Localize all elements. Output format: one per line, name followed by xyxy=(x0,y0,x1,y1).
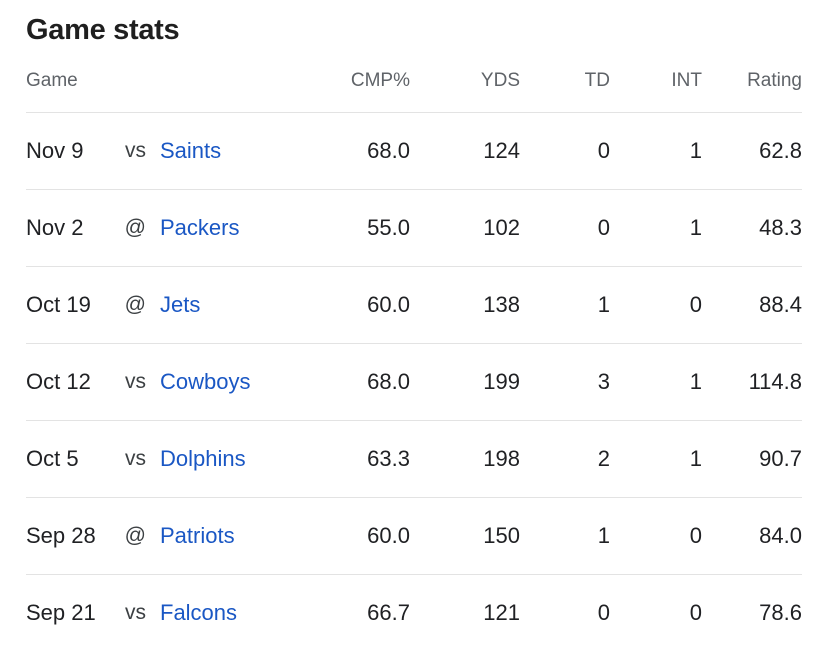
cell-td: 0 xyxy=(597,215,610,240)
table-row: Sep 28 @ Patriots 60.0 150 1 0 84.0 xyxy=(26,498,802,575)
game-date: Sep 28 xyxy=(26,523,96,548)
cell-yds: 138 xyxy=(483,292,520,317)
cell-yds: 102 xyxy=(483,215,520,240)
cell-rating: 48.3 xyxy=(759,215,802,240)
table-row: Oct 19 @ Jets 60.0 138 1 0 88.4 xyxy=(26,267,802,344)
cell-yds: 124 xyxy=(483,138,520,163)
cell-rating: 88.4 xyxy=(759,292,802,317)
page-title: Game stats xyxy=(26,14,180,46)
table-row: Oct 12 vs Cowboys 68.0 199 3 1 114.8 xyxy=(26,344,802,421)
cell-rating: 114.8 xyxy=(748,369,802,394)
game-stats-table: Game CMP% YDS TD INT Rating Nov 9 vs Sai… xyxy=(26,70,802,652)
cell-cmp: 60.0 xyxy=(367,523,410,548)
game-location: vs xyxy=(125,139,146,162)
column-header-td: TD xyxy=(584,70,610,91)
table-row: Sep 21 vs Falcons 66.7 121 0 0 78.6 xyxy=(26,575,802,652)
game-cell: Oct 19 @ Jets xyxy=(26,267,300,344)
game-cell: Oct 12 vs Cowboys xyxy=(26,344,300,421)
game-date: Sep 21 xyxy=(26,600,96,626)
cell-td: 1 xyxy=(597,292,610,317)
game-location: @ xyxy=(124,524,146,547)
cell-rating: 90.7 xyxy=(759,446,802,471)
table-row: Oct 5 vs Dolphins 63.3 198 2 1 90.7 xyxy=(26,421,802,498)
opponent-link[interactable]: Packers xyxy=(160,215,240,240)
table-body: Nov 9 vs Saints 68.0 124 0 1 62.8 Nov 2 … xyxy=(26,113,802,652)
column-header-game: Game xyxy=(26,70,78,91)
column-header-rating: Rating xyxy=(747,70,802,91)
cell-int: 1 xyxy=(689,215,702,240)
opponent-link[interactable]: Falcons xyxy=(160,600,238,626)
game-location: @ xyxy=(124,216,146,239)
opponent-link[interactable]: Jets xyxy=(160,292,201,317)
game-date: Nov 9 xyxy=(26,138,84,163)
cell-yds: 199 xyxy=(483,369,520,394)
table-header: Game CMP% YDS TD INT Rating xyxy=(26,70,802,113)
cell-int: 0 xyxy=(689,600,702,626)
column-header-cmp: CMP% xyxy=(350,70,410,91)
game-cell: Oct 5 vs Dolphins xyxy=(26,421,300,498)
game-cell: Nov 2 @ Packers xyxy=(26,190,300,267)
game-date: Oct 19 xyxy=(26,292,91,317)
game-cell: Sep 28 @ Patriots xyxy=(26,498,300,575)
opponent-link[interactable]: Patriots xyxy=(160,523,235,548)
cell-cmp: 68.0 xyxy=(367,369,410,394)
column-header-int: INT xyxy=(671,70,702,91)
cell-cmp: 60.0 xyxy=(367,292,410,317)
cell-rating: 62.8 xyxy=(759,138,802,163)
game-date: Oct 5 xyxy=(26,446,79,471)
cell-yds: 121 xyxy=(483,600,520,626)
cell-cmp: 55.0 xyxy=(367,215,410,240)
cell-td: 1 xyxy=(597,523,610,548)
cell-int: 0 xyxy=(689,523,702,548)
cell-rating: 78.6 xyxy=(759,600,802,626)
cell-td: 3 xyxy=(597,369,610,394)
game-location: vs xyxy=(125,601,146,625)
opponent-link[interactable]: Cowboys xyxy=(160,369,251,394)
cell-int: 1 xyxy=(689,138,702,163)
game-date: Oct 12 xyxy=(26,369,91,394)
cell-rating: 84.0 xyxy=(759,523,802,548)
opponent-link[interactable]: Saints xyxy=(160,138,222,163)
column-header-yds: YDS xyxy=(480,70,520,91)
table-row: Nov 2 @ Packers 55.0 102 0 1 48.3 xyxy=(26,190,802,267)
game-cell: Sep 21 vs Falcons xyxy=(26,575,300,652)
table-row: Nov 9 vs Saints 68.0 124 0 1 62.8 xyxy=(26,113,802,190)
cell-cmp: 66.7 xyxy=(367,600,410,626)
cell-cmp: 68.0 xyxy=(367,138,410,163)
cell-td: 0 xyxy=(597,600,610,626)
cell-yds: 198 xyxy=(483,446,520,471)
game-location: vs xyxy=(125,447,146,470)
game-location: @ xyxy=(124,293,146,316)
table-header-row: Game CMP% YDS TD INT Rating xyxy=(26,70,802,113)
cell-int: 0 xyxy=(689,292,702,317)
cell-int: 1 xyxy=(689,369,702,394)
cell-td: 0 xyxy=(597,138,610,163)
cell-td: 2 xyxy=(597,446,610,471)
game-location: vs xyxy=(125,370,146,393)
cell-int: 1 xyxy=(689,446,702,471)
game-date: Nov 2 xyxy=(26,215,84,240)
cell-cmp: 63.3 xyxy=(367,446,410,471)
game-cell: Nov 9 vs Saints xyxy=(26,113,300,190)
cell-yds: 150 xyxy=(483,523,520,548)
opponent-link[interactable]: Dolphins xyxy=(160,446,246,471)
